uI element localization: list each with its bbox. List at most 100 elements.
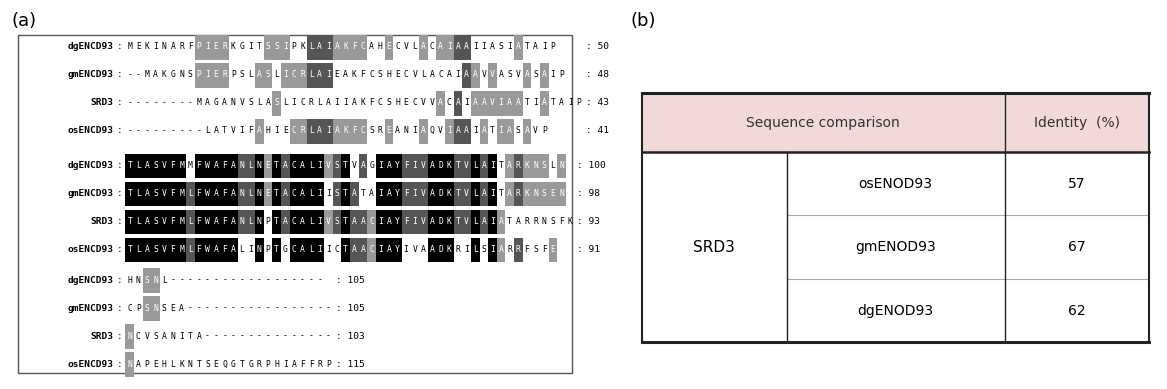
Bar	[152, 268, 160, 293]
Bar	[385, 210, 393, 234]
Text: A: A	[447, 70, 452, 79]
Text: A: A	[482, 161, 487, 170]
Text: P: P	[196, 70, 201, 79]
Text: M: M	[180, 189, 184, 198]
Text: A: A	[482, 98, 487, 107]
Text: T: T	[498, 189, 503, 198]
Text: :: :	[117, 161, 123, 170]
Bar	[134, 182, 142, 206]
Text: A: A	[266, 98, 271, 107]
Text: T: T	[127, 161, 132, 170]
Text: -: -	[266, 303, 271, 313]
Bar	[427, 182, 436, 206]
Bar	[513, 238, 523, 262]
Bar	[186, 210, 195, 234]
Bar	[333, 182, 342, 206]
Text: L: L	[309, 189, 314, 198]
Text: L: L	[309, 245, 314, 254]
Bar	[142, 154, 152, 178]
Text: I: I	[473, 42, 477, 51]
Bar	[324, 35, 333, 60]
Text: A: A	[292, 359, 296, 369]
Text: H: H	[127, 275, 132, 285]
Text: V: V	[533, 126, 538, 135]
Text: V: V	[482, 70, 487, 79]
Text: A: A	[352, 189, 357, 198]
Text: T: T	[455, 217, 460, 226]
Bar	[142, 182, 152, 206]
Text: L: L	[137, 189, 141, 198]
Bar	[436, 91, 445, 116]
Bar	[315, 210, 324, 234]
Text: I: I	[335, 98, 340, 107]
Bar	[195, 35, 203, 60]
Bar	[272, 210, 281, 234]
Text: R: R	[317, 359, 322, 369]
Text: gmENOD93: gmENOD93	[855, 240, 936, 254]
Bar	[203, 35, 212, 60]
Text: L: L	[421, 70, 426, 79]
Text: -: -	[180, 275, 184, 285]
Text: C: C	[369, 217, 373, 226]
Text: -: -	[214, 275, 218, 285]
Text: A: A	[464, 70, 469, 79]
Bar	[454, 91, 462, 116]
Text: A: A	[429, 161, 434, 170]
Bar	[523, 63, 531, 88]
Text: A: A	[421, 42, 426, 51]
Text: I: I	[378, 217, 383, 226]
Text: N: N	[257, 245, 261, 254]
Text: gmENCD93: gmENCD93	[68, 189, 114, 198]
Bar	[401, 210, 411, 234]
Text: -: -	[292, 331, 296, 341]
Text: K: K	[145, 42, 149, 51]
Text: A: A	[300, 245, 305, 254]
Text: N: N	[559, 161, 564, 170]
Text: E: E	[214, 42, 218, 51]
Bar	[385, 35, 393, 60]
Text: L: L	[205, 126, 210, 135]
Text: M: M	[180, 217, 184, 226]
Text: A: A	[326, 98, 330, 107]
FancyBboxPatch shape	[18, 35, 572, 373]
Text: -: -	[317, 275, 322, 285]
Bar	[333, 210, 342, 234]
Text: A: A	[421, 126, 426, 135]
Text: F: F	[404, 217, 408, 226]
Text: S: S	[541, 189, 546, 198]
Text: V: V	[326, 161, 330, 170]
Text: : 43: : 43	[586, 98, 609, 107]
Text: V: V	[404, 42, 408, 51]
Text: R: R	[300, 70, 305, 79]
Bar	[221, 35, 229, 60]
Bar	[315, 154, 324, 178]
Text: A: A	[137, 359, 141, 369]
Bar	[350, 238, 358, 262]
Bar	[307, 63, 315, 88]
Text: -: -	[282, 331, 287, 341]
Text: -: -	[214, 331, 218, 341]
Text: F: F	[223, 245, 228, 254]
Text: osENOD93: osENOD93	[859, 177, 932, 191]
Bar	[212, 210, 221, 234]
Bar	[523, 154, 531, 178]
Bar	[505, 154, 513, 178]
Text: I: I	[282, 359, 287, 369]
Text: P: P	[576, 98, 581, 107]
Text: P: P	[292, 42, 296, 51]
Text: -: -	[300, 303, 305, 313]
Text: I: I	[317, 217, 322, 226]
Text: N: N	[559, 189, 564, 198]
Text: : 48: : 48	[586, 70, 609, 79]
Text: I: I	[317, 189, 322, 198]
Text: I: I	[343, 98, 348, 107]
Text: I: I	[568, 98, 573, 107]
Bar	[480, 154, 488, 178]
Bar	[642, 93, 1149, 152]
Bar	[341, 238, 350, 262]
Text: A: A	[439, 98, 443, 107]
Text: F: F	[361, 70, 365, 79]
Text: E: E	[214, 70, 218, 79]
Text: A: A	[361, 161, 365, 170]
Text: A: A	[396, 126, 400, 135]
